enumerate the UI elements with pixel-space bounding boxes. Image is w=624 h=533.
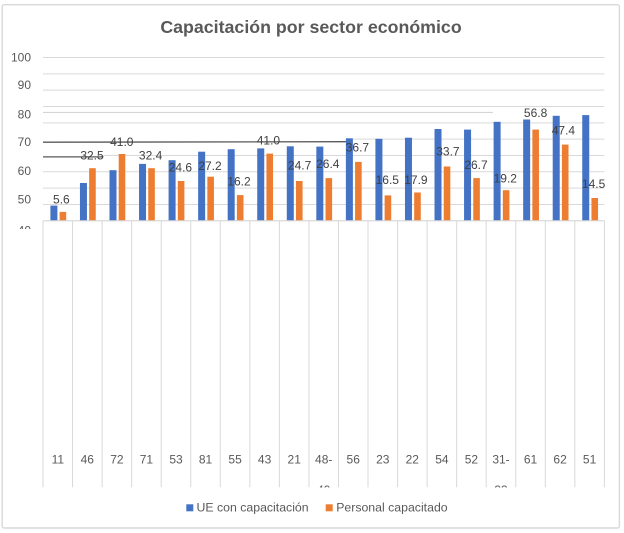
svg-text:80: 80	[18, 107, 32, 121]
svg-text:62: 62	[553, 453, 567, 467]
svg-text:81: 81	[199, 453, 213, 467]
svg-text:41.0: 41.0	[257, 133, 281, 147]
svg-text:54: 54	[435, 453, 449, 467]
svg-text:31-: 31-	[492, 453, 509, 467]
svg-text:56: 56	[347, 453, 361, 467]
svg-text:32.4: 32.4	[139, 148, 163, 162]
svg-text:48-: 48-	[315, 453, 332, 467]
svg-text:32.5: 32.5	[80, 149, 104, 163]
svg-text:46: 46	[81, 453, 95, 467]
svg-text:90: 90	[18, 78, 32, 92]
svg-text:43: 43	[258, 453, 272, 467]
svg-text:17.9: 17.9	[404, 173, 428, 187]
svg-text:26.4: 26.4	[316, 157, 340, 171]
svg-text:71: 71	[140, 453, 154, 467]
svg-text:52: 52	[465, 453, 479, 467]
svg-text:49: 49	[317, 483, 331, 497]
svg-text:24.6: 24.6	[169, 160, 193, 174]
svg-text:51: 51	[583, 453, 597, 467]
svg-text:72: 72	[110, 453, 124, 467]
svg-text:100: 100	[11, 50, 31, 64]
svg-text:33: 33	[494, 483, 508, 497]
svg-text:5.6: 5.6	[53, 193, 70, 207]
svg-text:55: 55	[228, 453, 242, 467]
svg-text:21: 21	[288, 453, 302, 467]
svg-text:Capacitación por sector económ: Capacitación por sector económico	[160, 17, 462, 37]
svg-text:14.5: 14.5	[582, 177, 606, 191]
svg-text:23: 23	[376, 453, 390, 467]
svg-text:26.7: 26.7	[464, 158, 488, 172]
svg-text:36.7: 36.7	[346, 141, 370, 155]
svg-text:40: 40	[18, 223, 32, 237]
svg-text:47.4: 47.4	[552, 123, 576, 137]
svg-text:24.7: 24.7	[288, 159, 312, 173]
svg-text:56.8: 56.8	[524, 106, 548, 120]
svg-text:16.2: 16.2	[227, 175, 251, 189]
svg-text:61: 61	[524, 453, 538, 467]
svg-text:33.7: 33.7	[436, 144, 460, 158]
svg-text:50: 50	[18, 193, 32, 207]
svg-text:19.2: 19.2	[494, 172, 518, 186]
svg-text:70: 70	[18, 135, 32, 149]
svg-text:22: 22	[406, 453, 420, 467]
svg-text:27.2: 27.2	[198, 159, 222, 173]
svg-text:60: 60	[18, 164, 32, 178]
svg-text:11: 11	[52, 453, 65, 467]
svg-text:Personal capacitado: Personal capacitado	[336, 500, 448, 514]
svg-text:16.5: 16.5	[376, 173, 400, 187]
svg-text:53: 53	[169, 453, 183, 467]
svg-text:UE con capacitación: UE con capacitación	[197, 500, 309, 514]
svg-text:41.0: 41.0	[110, 135, 134, 149]
